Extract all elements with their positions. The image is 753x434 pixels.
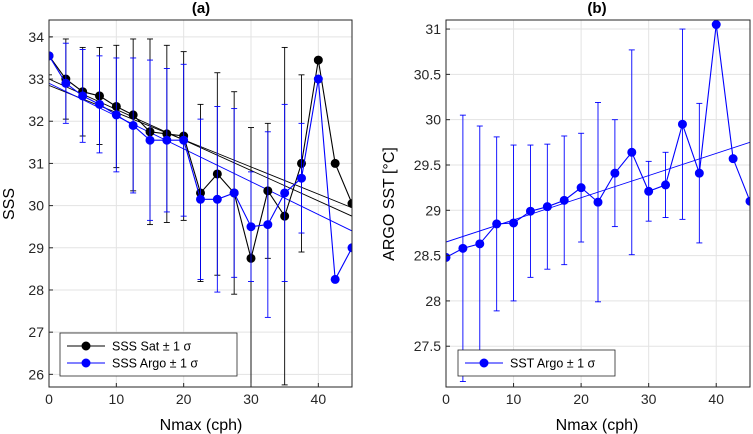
data-point xyxy=(347,243,352,253)
ylabel-a: SSS xyxy=(1,188,18,220)
data-point xyxy=(179,135,189,145)
ylabel-b: ARGO SST [°C] xyxy=(381,147,398,261)
y-tick-label: 33 xyxy=(28,71,44,87)
plot-content xyxy=(446,20,750,383)
data-point xyxy=(644,186,654,196)
legend-entry: SSS Sat ± 1 σ xyxy=(112,340,191,354)
xlabel-b: Nmax (cph) xyxy=(556,417,639,434)
data-point xyxy=(542,202,552,212)
data-point xyxy=(509,218,519,228)
data-point xyxy=(128,120,138,130)
data-point xyxy=(347,199,352,208)
data-point xyxy=(145,135,155,145)
x-tick-label: 40 xyxy=(311,391,327,407)
data-point xyxy=(661,180,671,190)
data-point xyxy=(475,239,485,249)
data-point xyxy=(525,206,535,216)
y-tick-label: 30 xyxy=(28,198,44,214)
title-a: (a) xyxy=(192,0,210,17)
y-tick-label: 32 xyxy=(28,113,44,129)
data-point xyxy=(576,183,586,193)
data-point xyxy=(330,158,340,168)
title-b: (b) xyxy=(587,0,606,17)
y-tick-label: 27 xyxy=(28,324,44,340)
axes-box xyxy=(445,19,751,388)
x-tick-label: 30 xyxy=(243,391,259,407)
data-point xyxy=(711,20,721,30)
y-tick-label: 31 xyxy=(425,21,441,37)
x-tick-label: 40 xyxy=(708,391,724,407)
y-tick-label: 29 xyxy=(28,240,44,256)
y-tick-label: 34 xyxy=(28,29,44,45)
y-tick-label: 29.5 xyxy=(414,157,441,173)
data-point xyxy=(297,173,306,183)
x-tick-label: 0 xyxy=(442,391,450,407)
data-point xyxy=(111,110,121,120)
data-point xyxy=(458,243,468,253)
y-tick-label: 28 xyxy=(28,282,44,298)
data-point xyxy=(162,135,172,145)
panel-b: (b) ARGO SST [°C] Nmax (cph) 0 10 20 30 40 27… xyxy=(381,0,751,434)
data-point xyxy=(610,168,620,178)
axes-box xyxy=(48,19,353,388)
x-tick-label: 30 xyxy=(641,391,657,407)
legend-swatch-marker xyxy=(81,358,91,368)
data-point xyxy=(280,188,290,198)
data-point xyxy=(728,154,738,164)
legend-swatch-marker xyxy=(81,341,91,351)
panel-a: (a) SSS Nmax (cph) 0 10 20 30 40 26 27 28 29 30 31… xyxy=(1,0,353,434)
y-tick-label: 31 xyxy=(28,155,44,171)
data-point xyxy=(313,74,323,84)
series-1 xyxy=(49,42,352,318)
y-tick-label: 28.5 xyxy=(414,248,441,264)
data-point xyxy=(212,194,222,204)
data-point xyxy=(95,99,104,109)
data-point xyxy=(694,168,704,178)
y-tick-label: 30.5 xyxy=(414,66,441,82)
x-tick-label: 10 xyxy=(109,391,125,407)
data-point xyxy=(559,195,569,205)
data-point xyxy=(745,196,750,206)
data-point xyxy=(330,274,340,284)
data-point xyxy=(49,51,54,61)
x-tick-label: 20 xyxy=(176,391,192,407)
data-point xyxy=(196,194,205,204)
plot-content xyxy=(49,36,352,387)
legend-entry: SST Argo ± 1 σ xyxy=(510,357,596,371)
series-0 xyxy=(446,20,750,383)
data-point xyxy=(593,197,603,207)
xlabel-a: Nmax (cph) xyxy=(160,417,243,434)
y-tick-label: 26 xyxy=(28,366,44,382)
legend: SST Argo ± 1 σ xyxy=(457,349,616,377)
data-point xyxy=(627,147,637,157)
legend-swatch-marker xyxy=(479,358,489,368)
y-tick-label: 29 xyxy=(425,202,441,218)
data-point xyxy=(677,119,687,129)
x-tick-label: 0 xyxy=(45,391,53,407)
data-point xyxy=(263,220,273,230)
x-tick-label: 20 xyxy=(573,391,589,407)
data-point xyxy=(492,219,502,229)
data-point xyxy=(229,188,239,198)
y-tick-label: 27.5 xyxy=(414,338,441,354)
data-point xyxy=(61,78,71,88)
data-point xyxy=(246,222,256,232)
y-tick-label: 30 xyxy=(425,112,441,128)
legend-entry: SSS Argo ± 1 σ xyxy=(112,357,198,371)
legend: SSS Sat ± 1 σ SSS Argo ± 1 σ xyxy=(59,332,238,377)
data-point xyxy=(78,91,88,101)
data-point xyxy=(313,55,323,65)
y-tick-label: 28 xyxy=(425,293,441,309)
x-tick-label: 10 xyxy=(506,391,522,407)
legend-box xyxy=(59,332,238,377)
